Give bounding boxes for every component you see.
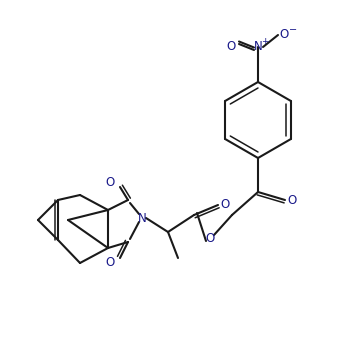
Text: −: −: [289, 25, 297, 35]
Text: O: O: [226, 41, 235, 53]
Text: O: O: [205, 232, 215, 244]
Text: O: O: [106, 256, 115, 269]
Text: O: O: [287, 194, 297, 206]
Text: N: N: [138, 211, 146, 224]
Text: N: N: [253, 41, 262, 53]
Text: O: O: [220, 199, 229, 211]
Text: +: +: [261, 37, 269, 47]
Text: O: O: [279, 28, 289, 42]
Text: O: O: [106, 177, 115, 190]
